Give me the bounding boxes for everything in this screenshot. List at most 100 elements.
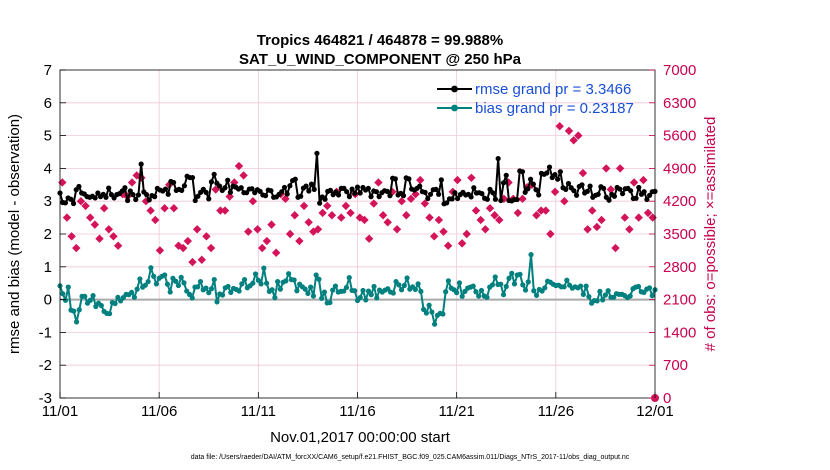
bias-point-5: [71, 308, 77, 314]
bias-point-21: [115, 294, 121, 300]
rmse-point-51: [195, 193, 201, 199]
bias-point-40: [167, 289, 173, 295]
bias-point-192: [586, 294, 592, 300]
rmse-point-214: [636, 184, 642, 191]
obs-marker-34: [216, 206, 225, 215]
obs-marker-22: [160, 204, 169, 213]
rmse-point-92: [306, 188, 312, 194]
x-tick-label: 11/11: [241, 403, 276, 420]
bias-point-153: [478, 287, 485, 294]
rmse-point-146: [452, 190, 458, 196]
obs-marker-31: [202, 232, 211, 241]
rmse-point-183: [552, 172, 558, 178]
bias-point-112: [365, 288, 372, 294]
bias-point-61: [225, 283, 231, 290]
bias-point-2: [62, 297, 69, 303]
obs-marker-83: [443, 241, 453, 250]
bias-point-98: [327, 299, 333, 306]
bias-point-43: [175, 282, 182, 289]
bias-point-55: [208, 286, 215, 292]
bias-point-27: [131, 294, 137, 300]
rmse-point-185: [557, 169, 563, 175]
bias-point-74: [261, 265, 267, 271]
rmse-point-91: [303, 183, 309, 189]
bias-point-162: [503, 283, 509, 290]
bias-point-201: [611, 294, 617, 300]
rmse-point-162: [495, 155, 501, 162]
rmse-point-129: [406, 176, 412, 182]
x-tick-label: 11/21: [438, 403, 474, 420]
rmse-point-160: [490, 190, 496, 196]
bias-point-45: [181, 280, 187, 286]
obs-marker-12: [113, 241, 123, 250]
bias-point-54: [206, 290, 212, 296]
obs-marker-117: [601, 164, 611, 173]
obs-marker-81: [434, 215, 444, 225]
bias-point-11: [87, 297, 93, 303]
bias-point-124: [398, 287, 405, 293]
y-tick-label: -1: [39, 324, 52, 341]
rmse-point-95: [314, 150, 320, 156]
rmse-point-108: [349, 186, 355, 192]
y-tick-label: -2: [39, 357, 52, 374]
obs-marker-4: [76, 197, 86, 206]
obs-marker-57: [323, 201, 332, 211]
rmse-point-190: [571, 188, 577, 194]
obs-marker-68: [374, 178, 383, 187]
obs-marker-50: [290, 211, 299, 220]
obs-marker-73: [397, 197, 406, 206]
bias-point-168: [520, 282, 526, 288]
rmse-point-216: [641, 189, 647, 195]
bias-point-140: [443, 289, 449, 295]
bias-point-110: [360, 287, 366, 294]
obs-marker-72: [392, 225, 402, 234]
y-tick-label: 5: [44, 128, 52, 145]
obs-marker-19: [146, 206, 155, 215]
obs-marker-24: [169, 204, 179, 213]
obs-marker-35: [220, 206, 230, 215]
bias-point-95: [319, 295, 325, 301]
obs-marker-123: [629, 178, 639, 187]
rmse-point-203: [606, 197, 612, 203]
rmse-point-63: [227, 189, 233, 195]
rmse-point-175: [530, 181, 536, 187]
bias-point-130: [415, 281, 421, 287]
obs-marker-107: [555, 122, 564, 131]
bias-point-126: [404, 275, 410, 281]
bias-point-125: [401, 282, 407, 289]
assimilated-obs-series: [58, 122, 657, 267]
bias-point-78: [272, 295, 278, 301]
obs-marker-113: [583, 225, 592, 234]
bias-point-105: [346, 275, 352, 281]
bias-point-144: [454, 290, 460, 296]
bias-point-53: [203, 285, 209, 291]
chart-title: Tropics 464821 / 464878 = 99.988%: [257, 32, 503, 49]
rmse-point-114: [365, 185, 371, 192]
bias-point-191: [583, 283, 589, 289]
obs-marker-53: [304, 218, 313, 227]
bias-point-70: [250, 280, 256, 286]
bias-point-62: [228, 289, 234, 295]
rmse-point-171: [519, 169, 526, 175]
obs-marker-70: [383, 218, 392, 227]
rmse-point-177: [536, 192, 542, 198]
bias-point-85: [291, 277, 297, 283]
rmse-point-172: [522, 189, 528, 195]
bias-point-42: [173, 278, 179, 284]
obs-marker-15: [127, 178, 137, 187]
rmse-point-96: [317, 200, 323, 206]
obs-marker-65: [360, 215, 369, 225]
bias-point-214: [646, 285, 653, 291]
y-tick-label: 2: [44, 226, 52, 243]
obs-marker-102: [532, 211, 541, 220]
bias-point-109: [357, 295, 363, 301]
bias-point-82: [283, 278, 289, 284]
rmse-point-201: [601, 185, 607, 192]
legend-rmse-marker: [451, 85, 458, 93]
obs-marker-103: [536, 206, 546, 215]
obs-marker-114: [588, 206, 597, 215]
obs-marker-41: [248, 197, 258, 206]
obs-marker-82: [439, 227, 448, 236]
rmse-point-111: [357, 190, 363, 196]
bias-point-160: [498, 281, 504, 287]
